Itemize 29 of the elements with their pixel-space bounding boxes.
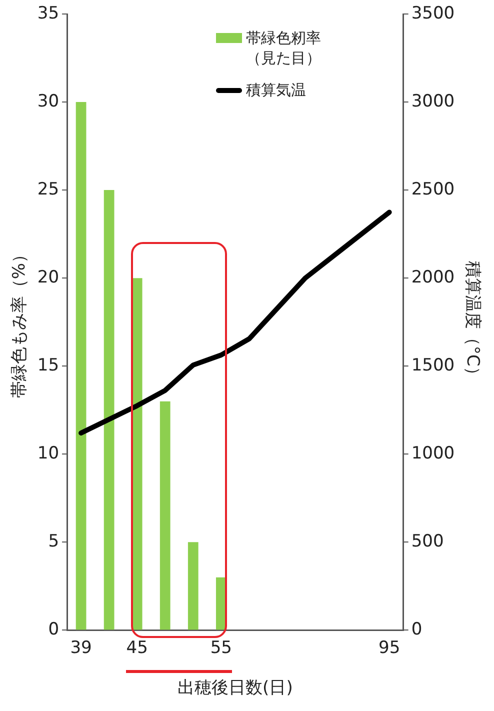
- y2-tick-label: 3000: [411, 91, 455, 112]
- y2-tick-label: 1000: [411, 444, 455, 464]
- x-tick-label: 39: [70, 638, 92, 658]
- x-tick-label: 55: [210, 638, 232, 658]
- legend-label: 積算気温: [246, 80, 307, 100]
- bar: [160, 401, 170, 630]
- y-tick-label: 35: [37, 3, 60, 24]
- y-tick-label: 0: [48, 620, 60, 640]
- y-tick-label: 25: [37, 179, 60, 200]
- y2-axis-title: 積算温度（°C）: [462, 260, 482, 384]
- legend-label: 帯緑色籾率（見た目）: [246, 28, 322, 68]
- x-tick-label: 45: [126, 638, 148, 658]
- x-tick-label: 95: [378, 638, 400, 658]
- y-tick-label: 5: [48, 532, 60, 552]
- y2-tick-label: 2500: [411, 179, 455, 200]
- y-tick-label: 20: [37, 268, 60, 288]
- bar: [76, 102, 86, 630]
- y2-tick-label: 0: [411, 620, 422, 640]
- y-tick-label: 15: [37, 356, 60, 376]
- y2-tick-label: 3500: [411, 3, 455, 24]
- y2-tick-label: 1500: [411, 356, 455, 376]
- y-tick-label: 10: [37, 444, 60, 464]
- x-axis-title: 出穂後日数(日): [178, 678, 293, 698]
- y2-tick-label: 500: [411, 532, 444, 552]
- y-tick-label: 30: [37, 91, 60, 112]
- bar: [188, 542, 198, 630]
- y2-tick-label: 2000: [411, 268, 455, 288]
- bar: [104, 190, 114, 630]
- y-axis-title: 帯緑色もみ率（%）: [10, 246, 30, 398]
